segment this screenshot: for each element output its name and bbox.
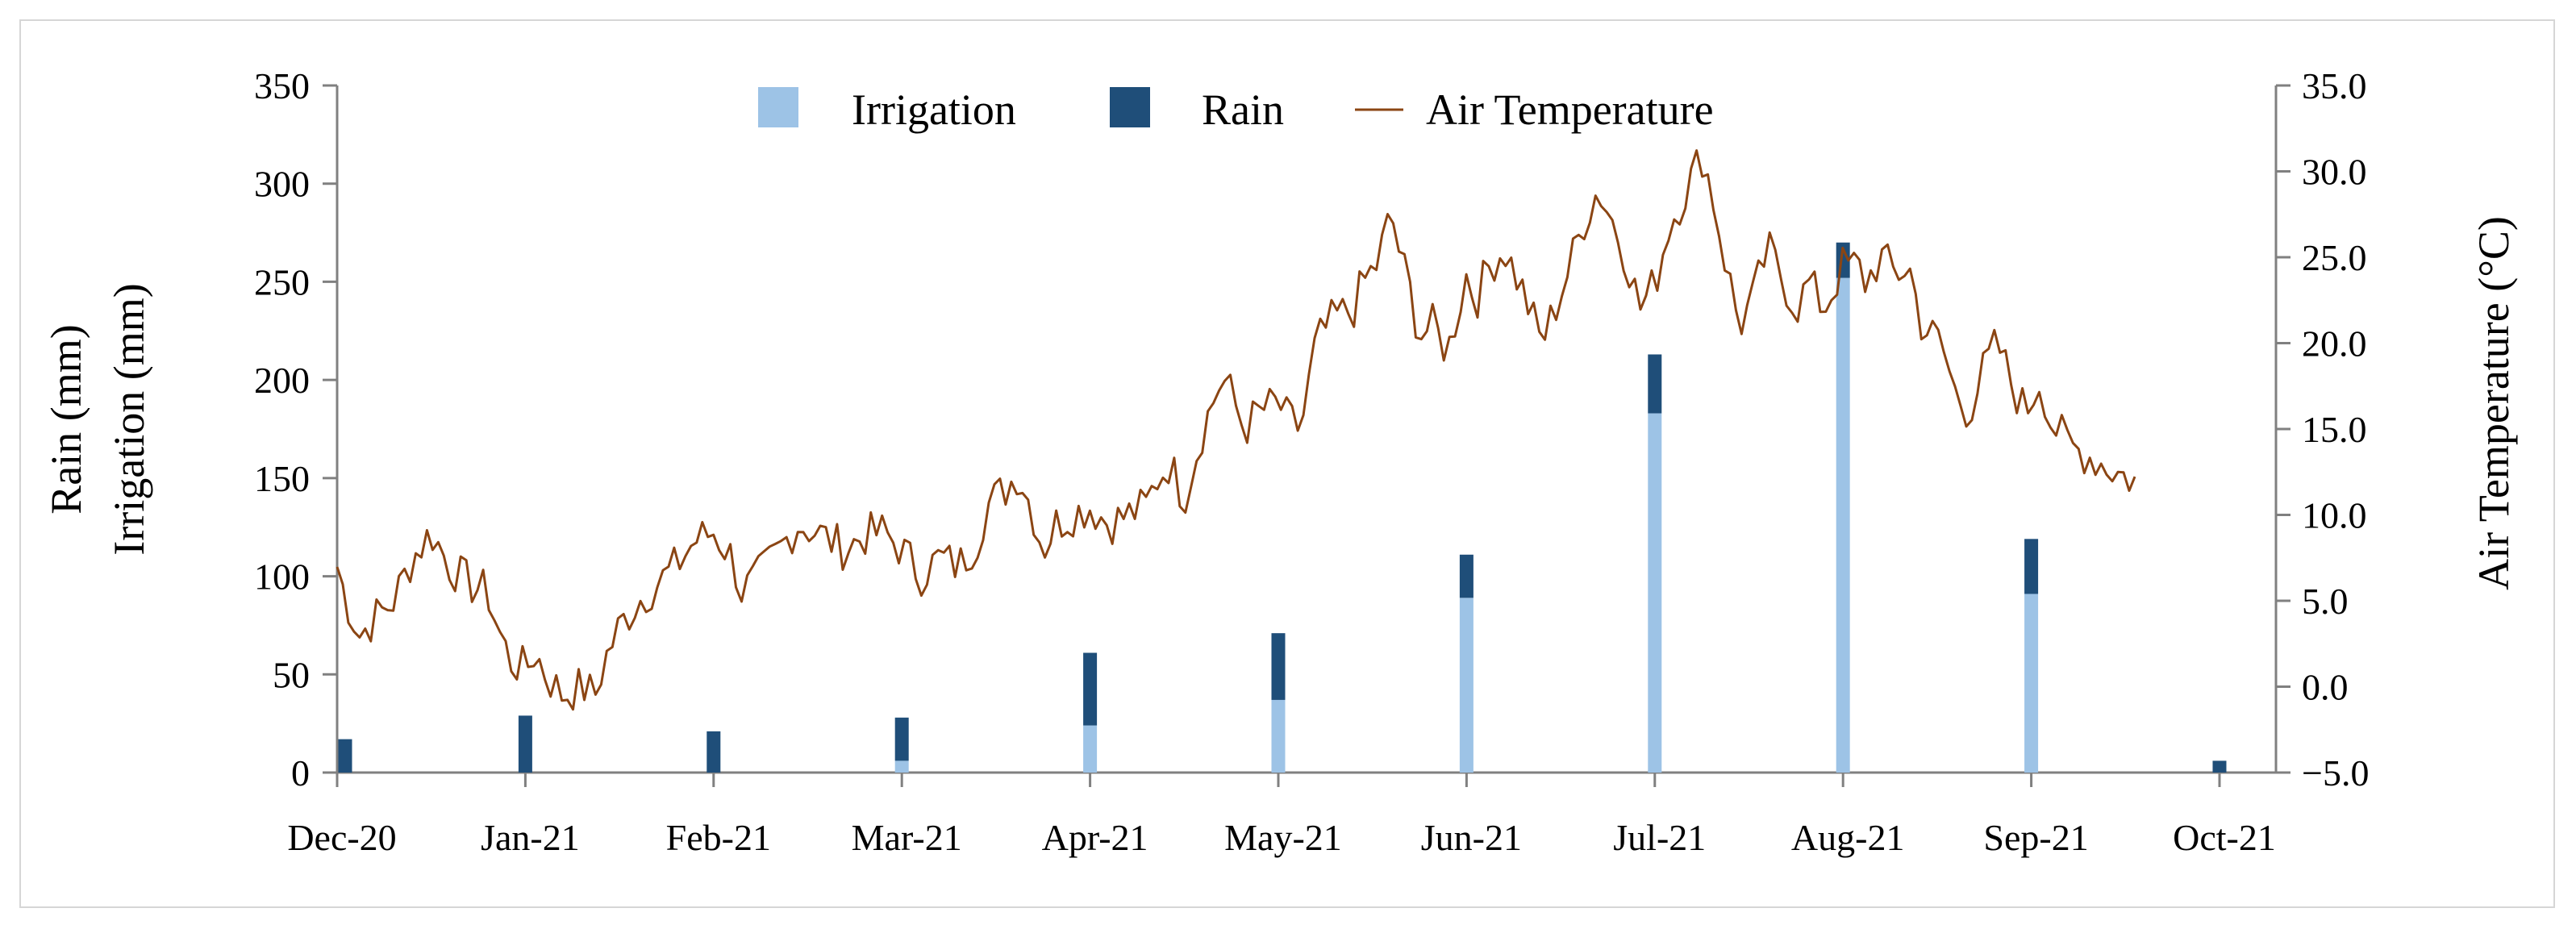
bar-irrigation bbox=[894, 760, 909, 773]
bar-rain bbox=[2024, 539, 2039, 594]
right-axis-title: Air Temperature (°C) bbox=[2470, 216, 2518, 590]
right-tick-label: 35.0 bbox=[2302, 65, 2367, 106]
right-tick-label: 25.0 bbox=[2302, 237, 2367, 278]
bar-irrigation bbox=[1836, 277, 1850, 773]
left-tick-label: 100 bbox=[254, 556, 310, 598]
left-axis-title-rain: Rain (mm) bbox=[42, 324, 90, 514]
bar-irrigation bbox=[1083, 725, 1098, 773]
bar-rain bbox=[1083, 652, 1098, 726]
x-tick-label: Mar-21 bbox=[852, 817, 962, 858]
bar-irrigation bbox=[1459, 598, 1473, 773]
bar-rain bbox=[518, 715, 532, 773]
legend-label-irrigation: Irrigation bbox=[852, 85, 1016, 134]
x-tick-label: Jan-21 bbox=[481, 817, 580, 858]
x-tick-label: Jul-21 bbox=[1613, 817, 1706, 858]
bars-layer bbox=[338, 242, 2227, 773]
legend: Irrigation Rain Air Temperature bbox=[758, 85, 1714, 134]
bar-rain bbox=[2212, 760, 2227, 773]
bar-rain bbox=[338, 739, 352, 773]
bar-rain bbox=[894, 717, 909, 761]
axes-layer bbox=[336, 85, 2278, 774]
bar-irrigation bbox=[2024, 594, 2039, 773]
temperature-line bbox=[336, 149, 2136, 711]
left-tick-label: 350 bbox=[254, 65, 310, 106]
right-tick-label: 5.0 bbox=[2302, 581, 2349, 622]
left-tick-label: 200 bbox=[254, 360, 310, 401]
left-tick-label: 50 bbox=[273, 654, 310, 695]
x-tick-label: Apr-21 bbox=[1042, 817, 1148, 858]
legend-swatch-irrigation bbox=[758, 87, 798, 127]
right-tick-label: 20.0 bbox=[2302, 323, 2367, 365]
x-tick-label: Dec-20 bbox=[287, 817, 396, 858]
right-tick-label: 10.0 bbox=[2302, 495, 2367, 536]
bar-rain bbox=[1648, 354, 1662, 414]
x-tick-label: Feb-21 bbox=[666, 817, 771, 858]
x-tick-label: Aug-21 bbox=[1791, 817, 1905, 858]
bar-rain bbox=[707, 731, 721, 773]
bar-irrigation bbox=[1648, 413, 1662, 773]
bar-rain bbox=[1459, 554, 1473, 598]
x-tick-label: Jun-21 bbox=[1421, 817, 1522, 858]
left-tick-label: 300 bbox=[254, 164, 310, 205]
bar-rain bbox=[1271, 633, 1286, 700]
left-tick-label: 250 bbox=[254, 261, 310, 302]
temperature-layer bbox=[336, 149, 2136, 711]
left-axis-title-irrigation: Irrigation (mm) bbox=[105, 283, 153, 555]
bar-irrigation bbox=[1271, 699, 1286, 773]
left-tick-label: 150 bbox=[254, 458, 310, 499]
legend-label-air-temperature: Air Temperature bbox=[1426, 85, 1714, 134]
legend-label-rain: Rain bbox=[1202, 85, 1284, 134]
ticks-layer: 0 50 100 150 200 250 300 350 −5.0 0.0 5.0 10.0 15.0 2… bbox=[254, 65, 2369, 858]
left-tick-label: 0 bbox=[291, 752, 310, 794]
x-tick-label: May-21 bbox=[1224, 817, 1342, 858]
right-tick-label: 15.0 bbox=[2302, 409, 2367, 450]
x-tick-label: Sep-21 bbox=[1983, 817, 2088, 858]
chart-frame bbox=[19, 19, 2555, 908]
x-tick-label: Oct-21 bbox=[2173, 817, 2276, 858]
legend-swatch-rain bbox=[1110, 87, 1150, 127]
right-tick-label: 30.0 bbox=[2302, 152, 2367, 193]
right-tick-label: −5.0 bbox=[2302, 752, 2369, 794]
right-tick-label: 0.0 bbox=[2302, 667, 2349, 708]
